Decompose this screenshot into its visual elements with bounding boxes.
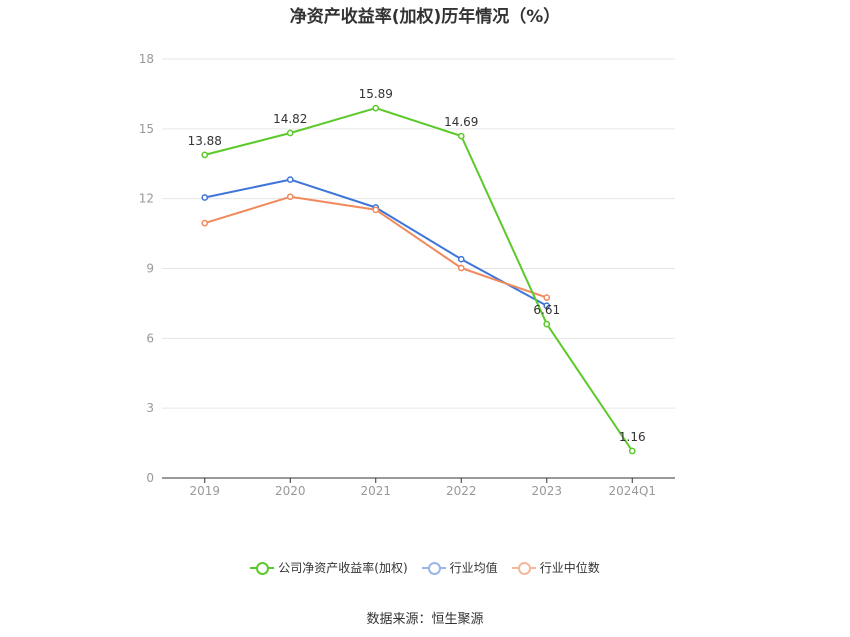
data-point	[286, 176, 294, 183]
data-point	[201, 151, 209, 159]
data-label: 15.89	[359, 87, 393, 101]
data-label: 6.61	[533, 303, 560, 317]
chart-title: 净资产收益率(加权)历年情况（%）	[289, 7, 561, 27]
data-point	[372, 104, 380, 112]
y-tick-label: 6	[146, 331, 154, 345]
x-tick-label: 2023	[531, 484, 562, 498]
data-point	[543, 294, 551, 301]
data-point	[543, 320, 551, 328]
source-note: 数据来源：恒生聚源	[366, 612, 484, 627]
data-point	[543, 302, 551, 310]
data-point	[628, 447, 636, 455]
legend-label: 公司净资产收益率(加权)	[278, 561, 408, 575]
legend-item-company-roe[interactable]: 公司净资产收益率(加权)	[250, 559, 408, 576]
x-tick-label: 2020	[275, 484, 306, 498]
legend-item-industry-median[interactable]: 行业中位数	[511, 559, 600, 576]
data-label: 14.69	[444, 115, 478, 129]
y-tick-label: 18	[139, 52, 154, 66]
y-tick-label: 3	[146, 401, 154, 415]
y-tick-label: 15	[139, 122, 154, 136]
data-point	[372, 206, 380, 214]
legend: 公司净资产收益率(加权) 行业均值 行业中位数	[0, 559, 850, 576]
data-label: 1.16	[619, 430, 646, 444]
data-point	[457, 255, 465, 263]
legend-marker-icon	[421, 561, 446, 575]
legend-label: 行业中位数	[539, 561, 600, 575]
data-label: 13.88	[188, 134, 222, 148]
data-point	[201, 194, 209, 201]
x-tick-label: 2021	[360, 484, 391, 498]
data-point	[286, 129, 294, 137]
x-tick-label: 2019	[189, 484, 220, 498]
legend-item-industry-mean[interactable]: 行业均值	[421, 559, 498, 576]
y-tick-label: 12	[139, 192, 154, 206]
data-label: 14.82	[273, 112, 307, 126]
legend-label: 行业均值	[449, 561, 498, 575]
legend-marker-icon	[511, 561, 536, 575]
data-point	[201, 219, 209, 227]
data-point	[286, 193, 294, 201]
x-tick-label: 2024Q1	[608, 484, 656, 498]
x-tick-label: 2022	[446, 484, 477, 498]
legend-marker-icon	[250, 561, 275, 575]
series-line	[204, 107, 634, 452]
y-tick-label: 9	[146, 262, 154, 276]
data-point	[457, 132, 465, 140]
data-point	[457, 264, 465, 272]
y-tick-label: 0	[146, 471, 154, 485]
